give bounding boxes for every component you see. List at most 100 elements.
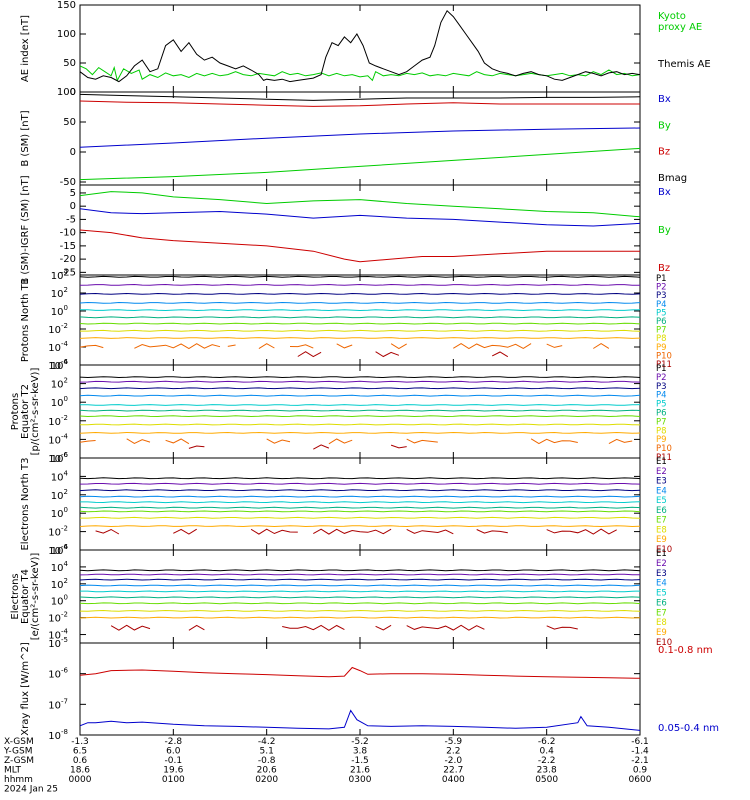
y-axis-label: AE index [nT] [20, 15, 31, 82]
panel-frame [79, 274, 641, 366]
axis-value: 6.0 [166, 747, 181, 757]
channel-line [80, 376, 640, 379]
channel-line [375, 624, 392, 631]
axis-value: 21.6 [350, 766, 370, 776]
y-tick-label: 0 [70, 147, 76, 158]
series-line-by [80, 191, 640, 218]
channel-line [134, 343, 221, 350]
y-axis-label: B (SM) [nT] [20, 110, 31, 166]
axis-value: -1.5 [351, 756, 369, 766]
channel-label: P11 [656, 360, 672, 370]
channel-line [80, 578, 640, 581]
channel-line [80, 409, 640, 412]
channel-line [406, 624, 485, 631]
y-tick-label: 10-6 [48, 667, 68, 681]
axis-value: 18.6 [70, 766, 90, 776]
channel-label: E7 [656, 608, 667, 618]
y-axis-label: B (SM)-IGRF (SM) [nT] [20, 175, 31, 284]
channel-line [188, 445, 205, 449]
channel-label: E6 [656, 598, 667, 608]
series-line-by [80, 147, 640, 181]
channel-label: P6 [656, 409, 667, 419]
y-tick-label: 50 [63, 58, 76, 69]
legend-label: Bmag [658, 173, 687, 184]
channel-label: P7 [656, 326, 667, 336]
y-tick-label: 150 [57, 0, 76, 11]
channel-label: P9 [656, 343, 667, 353]
channel-line [313, 444, 330, 450]
channel-line [80, 329, 640, 332]
axis-value: -4.2 [258, 737, 276, 747]
channel-line [491, 351, 509, 358]
axis-row-label: hhmm [4, 775, 33, 785]
channel-line [95, 528, 120, 535]
channel-line [375, 351, 400, 358]
channel-line [390, 444, 407, 449]
channel-line [80, 516, 640, 519]
channel-line [80, 275, 640, 278]
channel-label: P4 [656, 300, 667, 310]
channel-label: E1 [656, 457, 667, 467]
axis-value: 0.6 [73, 756, 88, 766]
y-tick-label: 100 [57, 87, 76, 98]
channel-line [80, 440, 96, 443]
axis-value: -0.8 [258, 756, 276, 766]
y-tick-label: 50 [63, 117, 76, 128]
axis-value: 0000 [69, 775, 92, 785]
channel-label: E10 [656, 545, 672, 555]
channel-line [328, 438, 353, 445]
channel-line [406, 528, 454, 535]
channel-line [110, 624, 151, 631]
channel-label: P5 [656, 308, 667, 318]
channel-label: P3 [656, 291, 667, 301]
y-tick-label: 100 [51, 506, 68, 520]
series-line-kyoto-proxy-ae [80, 65, 640, 82]
channel-label: E3 [656, 477, 667, 487]
y-tick-label: -50 [60, 177, 76, 188]
axis-value: 3.8 [353, 747, 368, 757]
y-axis-label: Protons North T1 [20, 278, 31, 362]
axis-value: -5.9 [445, 737, 463, 747]
axis-value: 0400 [442, 775, 465, 785]
channel-line [80, 337, 640, 339]
y-tick-label: 100 [51, 304, 68, 318]
y-tick-label: 100 [51, 594, 68, 608]
channel-line [80, 322, 640, 325]
axis-value: 2.2 [446, 747, 460, 757]
channel-line [546, 625, 578, 630]
channel-label: E2 [656, 559, 667, 569]
y-tick-label: 10-5 [48, 636, 68, 650]
channel-line [173, 528, 197, 535]
channel-line [80, 506, 640, 509]
channel-line [80, 584, 640, 587]
y-tick-label: 102 [51, 488, 68, 502]
y-tick-label: 10-2 [48, 525, 68, 539]
y-axis-label: Electrons [10, 573, 21, 619]
axis-value: 6.5 [73, 747, 87, 757]
channel-line [80, 423, 640, 426]
plot-area [80, 666, 640, 731]
y-tick-label: 10-2 [48, 414, 68, 428]
channel-line [80, 609, 640, 612]
channel-line [258, 343, 275, 350]
legend-label: Themis AE [657, 59, 711, 70]
axis-value: -1.3 [71, 737, 89, 747]
channel-line [165, 438, 190, 445]
axis-value: -0.1 [165, 756, 183, 766]
channel-label: P10 [656, 351, 672, 361]
y-axis-label: [e/(cm²-s-sr-keV)] [30, 553, 41, 641]
panel-2: -50 0 50 100 B (SM) [nT] Bx By Bz Bmag [20, 87, 687, 188]
y-tick-label: 102 [51, 577, 68, 591]
channel-label: E5 [656, 589, 667, 599]
y-tick-label: 10-2 [48, 322, 68, 336]
channel-line [593, 343, 610, 349]
axis-value: -1.4 [631, 747, 649, 757]
channel-line [608, 438, 633, 445]
legend-label: By [658, 120, 671, 131]
y-axis-label: [p/(cm²-s-sr-keV)] [30, 368, 41, 456]
axis-value: 0200 [255, 775, 278, 785]
